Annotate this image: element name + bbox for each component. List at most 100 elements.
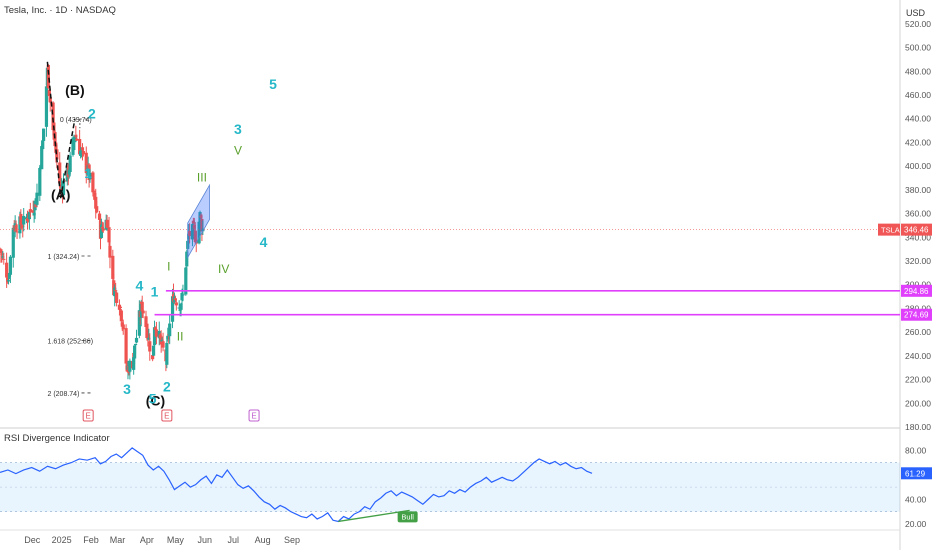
candle-body xyxy=(5,262,9,278)
candles xyxy=(0,64,205,380)
wave-label: 3 xyxy=(123,381,131,397)
candle-body xyxy=(59,184,63,188)
candle-body xyxy=(2,258,6,260)
candle-body xyxy=(28,209,32,213)
candle-body xyxy=(20,226,24,228)
candle-body xyxy=(187,233,191,240)
candle-body xyxy=(19,213,23,225)
month-tick-label: Feb xyxy=(83,535,99,545)
candle-body xyxy=(160,339,164,342)
ticker-tag-text: TSLA xyxy=(881,226,900,235)
month-tick-label: Sep xyxy=(284,535,300,545)
price-tick-label: 260.00 xyxy=(905,327,931,337)
candle-body xyxy=(48,97,52,102)
candle-body xyxy=(101,228,105,231)
candle-body xyxy=(79,150,84,152)
candle-body xyxy=(8,256,13,275)
earnings-marker xyxy=(248,409,260,422)
candle-body xyxy=(40,146,44,170)
candle-body xyxy=(124,328,128,364)
candle-body xyxy=(144,316,148,328)
wave-label: (B) xyxy=(65,82,84,98)
candle-body xyxy=(91,172,95,193)
candle-body xyxy=(78,138,82,155)
candle-body xyxy=(145,323,149,339)
rsi-last-label: 61.29 xyxy=(905,469,926,478)
level-tag xyxy=(901,284,932,297)
month-tick-label: Jul xyxy=(227,535,239,545)
candle-body xyxy=(184,267,188,295)
wave-label: II xyxy=(177,329,184,343)
candle-body xyxy=(0,249,3,254)
candle-body xyxy=(74,135,78,137)
bull-tag xyxy=(397,511,418,523)
candle-body xyxy=(22,215,26,225)
candle-body xyxy=(15,231,19,233)
candle-body xyxy=(6,280,11,282)
candle-body xyxy=(68,155,72,172)
candle-body xyxy=(178,309,182,311)
month-tick-label: Dec xyxy=(24,535,41,545)
price-tick-label: 180.00 xyxy=(905,422,931,432)
bull-divergence-line xyxy=(338,509,410,523)
candle-body xyxy=(84,152,88,174)
candle-body xyxy=(58,162,62,184)
wave-label: 1 xyxy=(151,284,159,300)
candle-body xyxy=(46,64,50,89)
candle-body xyxy=(158,334,162,339)
level-tag xyxy=(901,308,932,321)
candle-body xyxy=(75,138,79,141)
candle-body xyxy=(147,337,151,340)
candle-body xyxy=(153,327,158,330)
candle-body xyxy=(11,227,15,258)
candle-body xyxy=(21,225,25,228)
candle-body xyxy=(154,329,159,337)
price-tick-label: 220.00 xyxy=(905,375,931,385)
wave-label: 5 xyxy=(149,390,157,406)
fib-level-label: 1.618 (252.86) xyxy=(48,339,94,346)
rsi-line xyxy=(0,447,593,523)
candle-body xyxy=(99,224,104,238)
month-tick-label: May xyxy=(167,535,185,545)
candle-body xyxy=(47,89,51,97)
candle-body xyxy=(108,245,112,258)
bull-tag-text: Bull xyxy=(401,513,414,522)
candle-body xyxy=(55,149,59,160)
earnings-marker xyxy=(82,409,94,422)
price-tick-label: 300.00 xyxy=(905,280,931,290)
candle-body xyxy=(18,216,22,234)
candle-body xyxy=(168,323,172,337)
candle-body xyxy=(67,169,71,175)
candle-body xyxy=(85,173,89,175)
candle-body xyxy=(38,167,42,196)
candle-body xyxy=(161,341,165,348)
candle-body xyxy=(134,337,139,343)
candle-body xyxy=(197,221,201,244)
candle-body xyxy=(132,357,136,370)
candle-body xyxy=(0,254,4,256)
candle-body xyxy=(128,360,132,372)
wave-label: 4 xyxy=(135,278,143,294)
rsi-last-tag xyxy=(901,467,932,480)
price-tick-label: 520.00 xyxy=(905,19,931,29)
candle-body xyxy=(137,310,141,336)
rsi-tick-label: 20.00 xyxy=(905,519,927,529)
earnings-marker xyxy=(161,409,173,422)
candle-body xyxy=(93,192,97,200)
candle-body xyxy=(88,172,92,180)
candle-body xyxy=(54,144,58,153)
candle-body xyxy=(170,296,175,322)
candle-body xyxy=(80,147,85,151)
candle-body xyxy=(151,345,156,356)
candle-body xyxy=(87,164,91,181)
candle-body xyxy=(141,310,145,314)
wave-label: I xyxy=(167,259,170,273)
candle-body xyxy=(31,210,35,213)
candle-body xyxy=(25,217,30,222)
candle-body xyxy=(115,292,119,303)
wave-label: (A) xyxy=(51,186,70,202)
wave-label: 4 xyxy=(260,234,268,250)
candle-body xyxy=(192,225,196,229)
candle-body xyxy=(177,307,181,309)
